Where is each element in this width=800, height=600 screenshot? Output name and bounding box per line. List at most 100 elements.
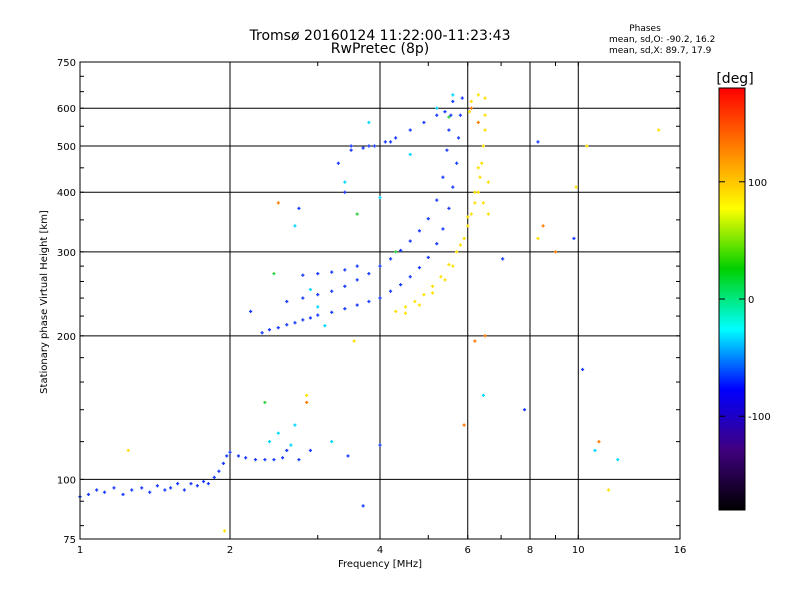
x-tick-label: 1 (77, 545, 83, 556)
data-point (308, 448, 313, 453)
data-point (349, 148, 353, 152)
data-point (469, 99, 473, 104)
data-point (206, 481, 210, 486)
data-point (305, 400, 309, 405)
data-point (236, 454, 241, 458)
data-point (455, 250, 459, 254)
data-point (367, 272, 371, 276)
data-point (476, 190, 480, 194)
data-point (580, 367, 585, 372)
data-point (408, 128, 412, 132)
data-point (301, 296, 305, 300)
data-point (447, 115, 451, 119)
data-point (430, 284, 435, 288)
data-point (388, 140, 393, 144)
data-point (148, 490, 152, 494)
data-point (330, 289, 334, 293)
data-point (447, 263, 451, 267)
data-point (343, 268, 347, 272)
data-point (593, 448, 597, 453)
data-point (249, 309, 253, 314)
data-point (130, 488, 134, 492)
y-axis-label: Stationary phase Virtual Height [km] (39, 210, 50, 394)
phase-info-o: mean, sd,O: -90.2, 16.2 (609, 35, 715, 45)
data-point (126, 448, 130, 453)
grid (80, 62, 680, 539)
phase-info-heading: Phases (629, 24, 661, 34)
data-point (441, 227, 445, 231)
data-point (308, 287, 313, 292)
data-point (355, 264, 359, 268)
data-point (469, 212, 473, 216)
data-point (443, 278, 447, 282)
y-tick-label: 600 (57, 104, 76, 115)
data-point (399, 283, 403, 287)
data-point (189, 481, 193, 486)
data-point (349, 144, 353, 148)
data-point (481, 144, 485, 148)
data-point (476, 166, 480, 170)
data-point (378, 443, 382, 447)
data-point (478, 175, 482, 179)
data-point (435, 242, 439, 246)
data-point (212, 475, 216, 479)
data-point (244, 456, 248, 460)
data-point (285, 323, 289, 327)
data-point (301, 273, 305, 277)
data-point (585, 144, 589, 148)
data-point (536, 140, 540, 144)
data-point (228, 450, 232, 454)
data-point (467, 110, 472, 114)
data-point (361, 504, 365, 508)
data-point (473, 339, 477, 343)
data-point (323, 324, 327, 328)
data-point (343, 307, 347, 311)
data-point (297, 206, 301, 210)
data-point (469, 106, 473, 110)
data-point (408, 152, 412, 157)
plot-frame (79, 61, 681, 540)
data-point (455, 161, 459, 165)
data-point (316, 305, 320, 309)
data-point (221, 461, 226, 466)
data-point (456, 136, 461, 140)
data-point (435, 106, 439, 110)
colorbar-ticks: 100 0 -100 (719, 178, 771, 423)
data-point (316, 272, 320, 276)
data-point (460, 96, 464, 100)
data-point (293, 423, 297, 427)
data-point (217, 469, 221, 473)
data-point (225, 454, 229, 458)
data-point (466, 215, 470, 219)
x-tick-label: 8 (527, 545, 533, 556)
data-point (276, 326, 280, 330)
data-point (367, 144, 371, 148)
data-point (403, 305, 408, 309)
data-point (383, 140, 387, 144)
data-point (394, 250, 398, 254)
data-point (201, 479, 206, 484)
data-point (305, 393, 309, 398)
data-point (486, 180, 490, 184)
data-point (451, 264, 455, 268)
data-point (263, 400, 267, 405)
data-point (458, 113, 463, 117)
data-point (483, 113, 487, 117)
data-point (285, 299, 289, 304)
data-point (316, 293, 320, 297)
data-point (297, 458, 301, 462)
data-point (466, 224, 470, 228)
y-tick-label: 100 (57, 475, 76, 486)
x-tick-label: 16 (674, 545, 687, 556)
colorbar-label: [deg] (716, 71, 753, 87)
data-point (260, 331, 264, 335)
data-point (476, 93, 480, 97)
data-point (476, 120, 480, 125)
data-point (553, 250, 558, 254)
axis-ticks: 1 2 4 6 8 10 16 75 100 200 300 400 500 600 750 (57, 58, 686, 556)
data-point (267, 328, 272, 332)
data-point (445, 148, 449, 152)
y-tick-label: 200 (57, 332, 76, 343)
data-point (316, 313, 320, 317)
data-point (483, 334, 487, 338)
